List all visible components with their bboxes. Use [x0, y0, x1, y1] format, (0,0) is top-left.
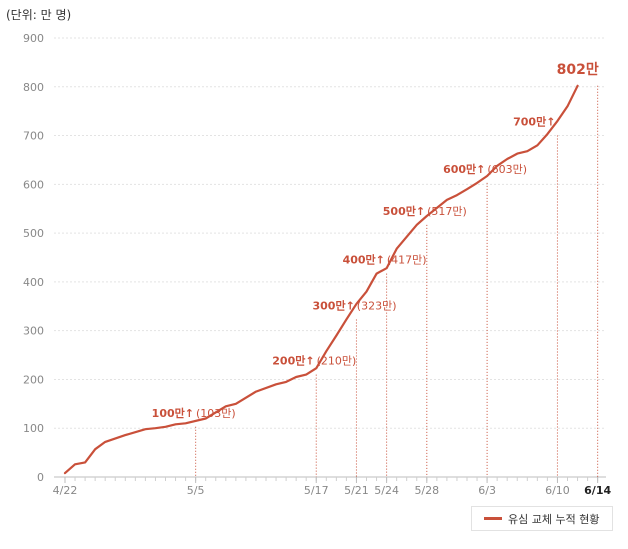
y-tick-label: 100: [23, 422, 44, 435]
x-tick-label: 5/21: [344, 484, 369, 497]
y-tick-label: 200: [23, 373, 44, 386]
series-line: [63, 84, 579, 475]
milestone-label: 802만: [557, 62, 599, 78]
y-tick-label: 700: [23, 130, 44, 143]
x-tick-label: 6/10: [545, 484, 570, 497]
legend-swatch: [484, 517, 502, 520]
x-tick-label: 4/22: [53, 484, 78, 497]
x-tick-label: 5/17: [304, 484, 329, 497]
legend: 유심 교체 누적 현황: [471, 506, 613, 531]
y-tick-label: 300: [23, 325, 44, 338]
milestone-label: 700만↑: [513, 115, 555, 129]
x-tick-label: 5/28: [414, 484, 439, 497]
x-tick-label: 6/3: [478, 484, 496, 497]
unit-label: (단위: 만 명): [6, 8, 72, 22]
y-tick-label: 400: [23, 276, 44, 289]
y-tick-label: 800: [23, 81, 44, 94]
milestone-label: 300만↑ (323만): [312, 298, 396, 312]
y-tick-label: 500: [23, 227, 44, 240]
milestone-label: 100만↑ (103만): [152, 406, 236, 420]
legend-label: 유심 교체 누적 현황: [508, 512, 600, 526]
y-tick-label: 0: [37, 471, 44, 484]
x-tick-label: 6/14: [584, 484, 611, 497]
x-tick-label: 5/24: [374, 484, 399, 497]
x-tick-label: 5/5: [187, 484, 205, 497]
milestone-label: 200만↑ (210만): [272, 354, 356, 368]
y-tick-label: 900: [23, 32, 44, 45]
milestone-label: 500만↑ (517만): [383, 204, 467, 218]
y-tick-label: 600: [23, 178, 44, 191]
milestone-label: 600만↑ (603만): [443, 162, 527, 176]
milestone-label: 400만↑ (417만): [343, 253, 427, 267]
